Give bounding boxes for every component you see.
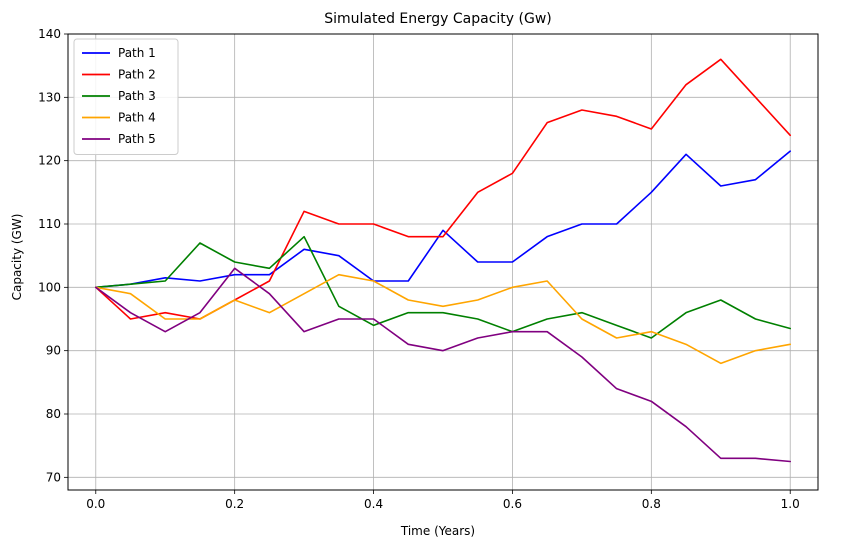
legend-label: Path 3 xyxy=(118,89,156,103)
y-tick-label: 70 xyxy=(46,470,61,484)
x-tick-label: 0.2 xyxy=(225,497,244,511)
y-axis-label: Capacity (GW) xyxy=(10,214,24,301)
series-group xyxy=(94,58,792,463)
series-line-path-3 xyxy=(94,235,792,339)
x-tick-label: 0.6 xyxy=(503,497,522,511)
x-tick-label: 1.0 xyxy=(781,497,800,511)
y-tick-label: 120 xyxy=(38,154,61,168)
series-line-path-4 xyxy=(94,273,792,365)
series-line-path-5 xyxy=(94,267,792,463)
x-axis-label: Time (Years) xyxy=(400,524,475,538)
y-tick-label: 80 xyxy=(46,407,61,421)
chart-title: Simulated Energy Capacity (Gw) xyxy=(324,11,552,27)
y-tick-label: 90 xyxy=(46,344,61,358)
y-tick-label: 110 xyxy=(38,217,61,231)
y-tick-label: 100 xyxy=(38,280,61,294)
plot-frame xyxy=(67,33,819,491)
x-tick-label: 0.8 xyxy=(642,497,661,511)
y-tick-label: 140 xyxy=(38,27,61,41)
legend-box xyxy=(73,38,179,155)
legend-label: Path 4 xyxy=(118,111,156,125)
legend: Path 1 Path 2 Path 3 Path 4 Path 5 xyxy=(73,38,179,155)
y-tick-label: 130 xyxy=(38,90,61,104)
legend-label: Path 2 xyxy=(118,68,156,82)
series-line-path-1 xyxy=(94,150,792,289)
legend-label: Path 5 xyxy=(118,132,156,146)
x-tick-label: 0.0 xyxy=(86,497,105,511)
x-tick-label: 0.4 xyxy=(364,497,383,511)
legend-label: Path 1 xyxy=(118,46,156,60)
ticks: 0.0 0.2 0.4 0.6 0.8 1.0 70 80 90 100 110 120 130 140 xyxy=(38,27,800,511)
